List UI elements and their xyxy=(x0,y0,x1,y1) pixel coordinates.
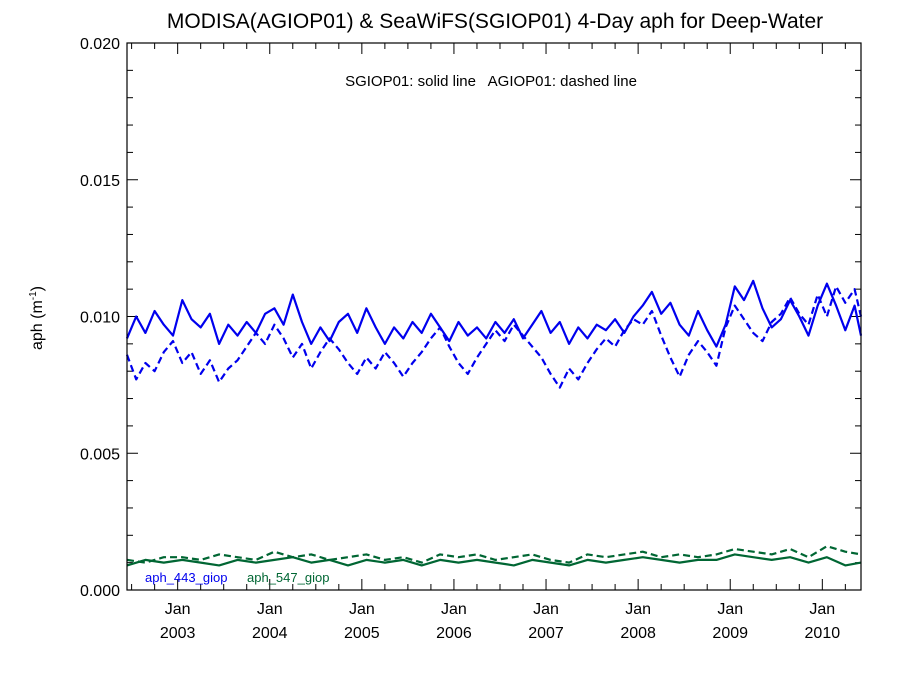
x-tick-year: 2010 xyxy=(805,625,841,642)
y-axis-label-close: ) xyxy=(29,286,46,291)
series-line-aph-547-giop-dashed xyxy=(126,545,862,564)
x-tick-year: 2003 xyxy=(160,625,196,642)
plot-frame xyxy=(126,42,862,591)
y-axis-label-superscript: -1 xyxy=(28,291,39,300)
x-tick-year: 2009 xyxy=(712,625,748,642)
line-style-annotation: SGIOP01: solid line AGIOP01: dashed line xyxy=(345,73,637,90)
y-axis-label-main: aph (m xyxy=(29,300,46,350)
x-tick-year: 2004 xyxy=(252,625,288,642)
x-tick-year: 2007 xyxy=(528,625,564,642)
series-line-aph-443-giop-dashed xyxy=(125,285,863,389)
x-tick-month: Jan xyxy=(717,601,743,618)
series-lines xyxy=(125,279,863,567)
y-tick-label: 0.010 xyxy=(80,310,120,327)
y-tick-label: 0.020 xyxy=(80,36,120,53)
legend-aph-547: aph_547_giop xyxy=(247,570,329,585)
x-tick-month: Jan xyxy=(349,601,375,618)
legend-aph-443: aph_443_giop xyxy=(145,570,227,585)
x-tick-labels: Jan 2003 Jan 2004 Jan 2005 Jan 2006 Jan 2007 Jan 20… xyxy=(160,601,840,642)
series-line-aph-547-giop-solid xyxy=(126,553,862,567)
x-tick-month: Jan xyxy=(165,601,191,618)
series-line-aph-443-giop-solid xyxy=(125,279,863,348)
x-tick-month: Jan xyxy=(625,601,651,618)
x-tick-year: 2005 xyxy=(344,625,380,642)
x-tick-month: Jan xyxy=(533,601,559,618)
axis-ticks xyxy=(127,42,861,591)
y-axis-label: aph (m-1) xyxy=(28,286,46,350)
x-tick-month: Jan xyxy=(441,601,467,618)
x-tick-year: 2006 xyxy=(436,625,472,642)
x-tick-month: Jan xyxy=(257,601,283,618)
y-tick-label: 0.005 xyxy=(80,446,120,463)
x-tick-month: Jan xyxy=(809,601,835,618)
chart-title: MODISA(AGIOP01) & SeaWiFS(SGIOP01) 4-Day… xyxy=(167,10,823,33)
y-tick-labels: 0.000 0.005 0.010 0.015 0.020 xyxy=(80,36,120,600)
y-tick-label: 0.000 xyxy=(80,583,120,600)
y-tick-label: 0.015 xyxy=(80,173,120,190)
x-tick-year: 2008 xyxy=(620,625,656,642)
